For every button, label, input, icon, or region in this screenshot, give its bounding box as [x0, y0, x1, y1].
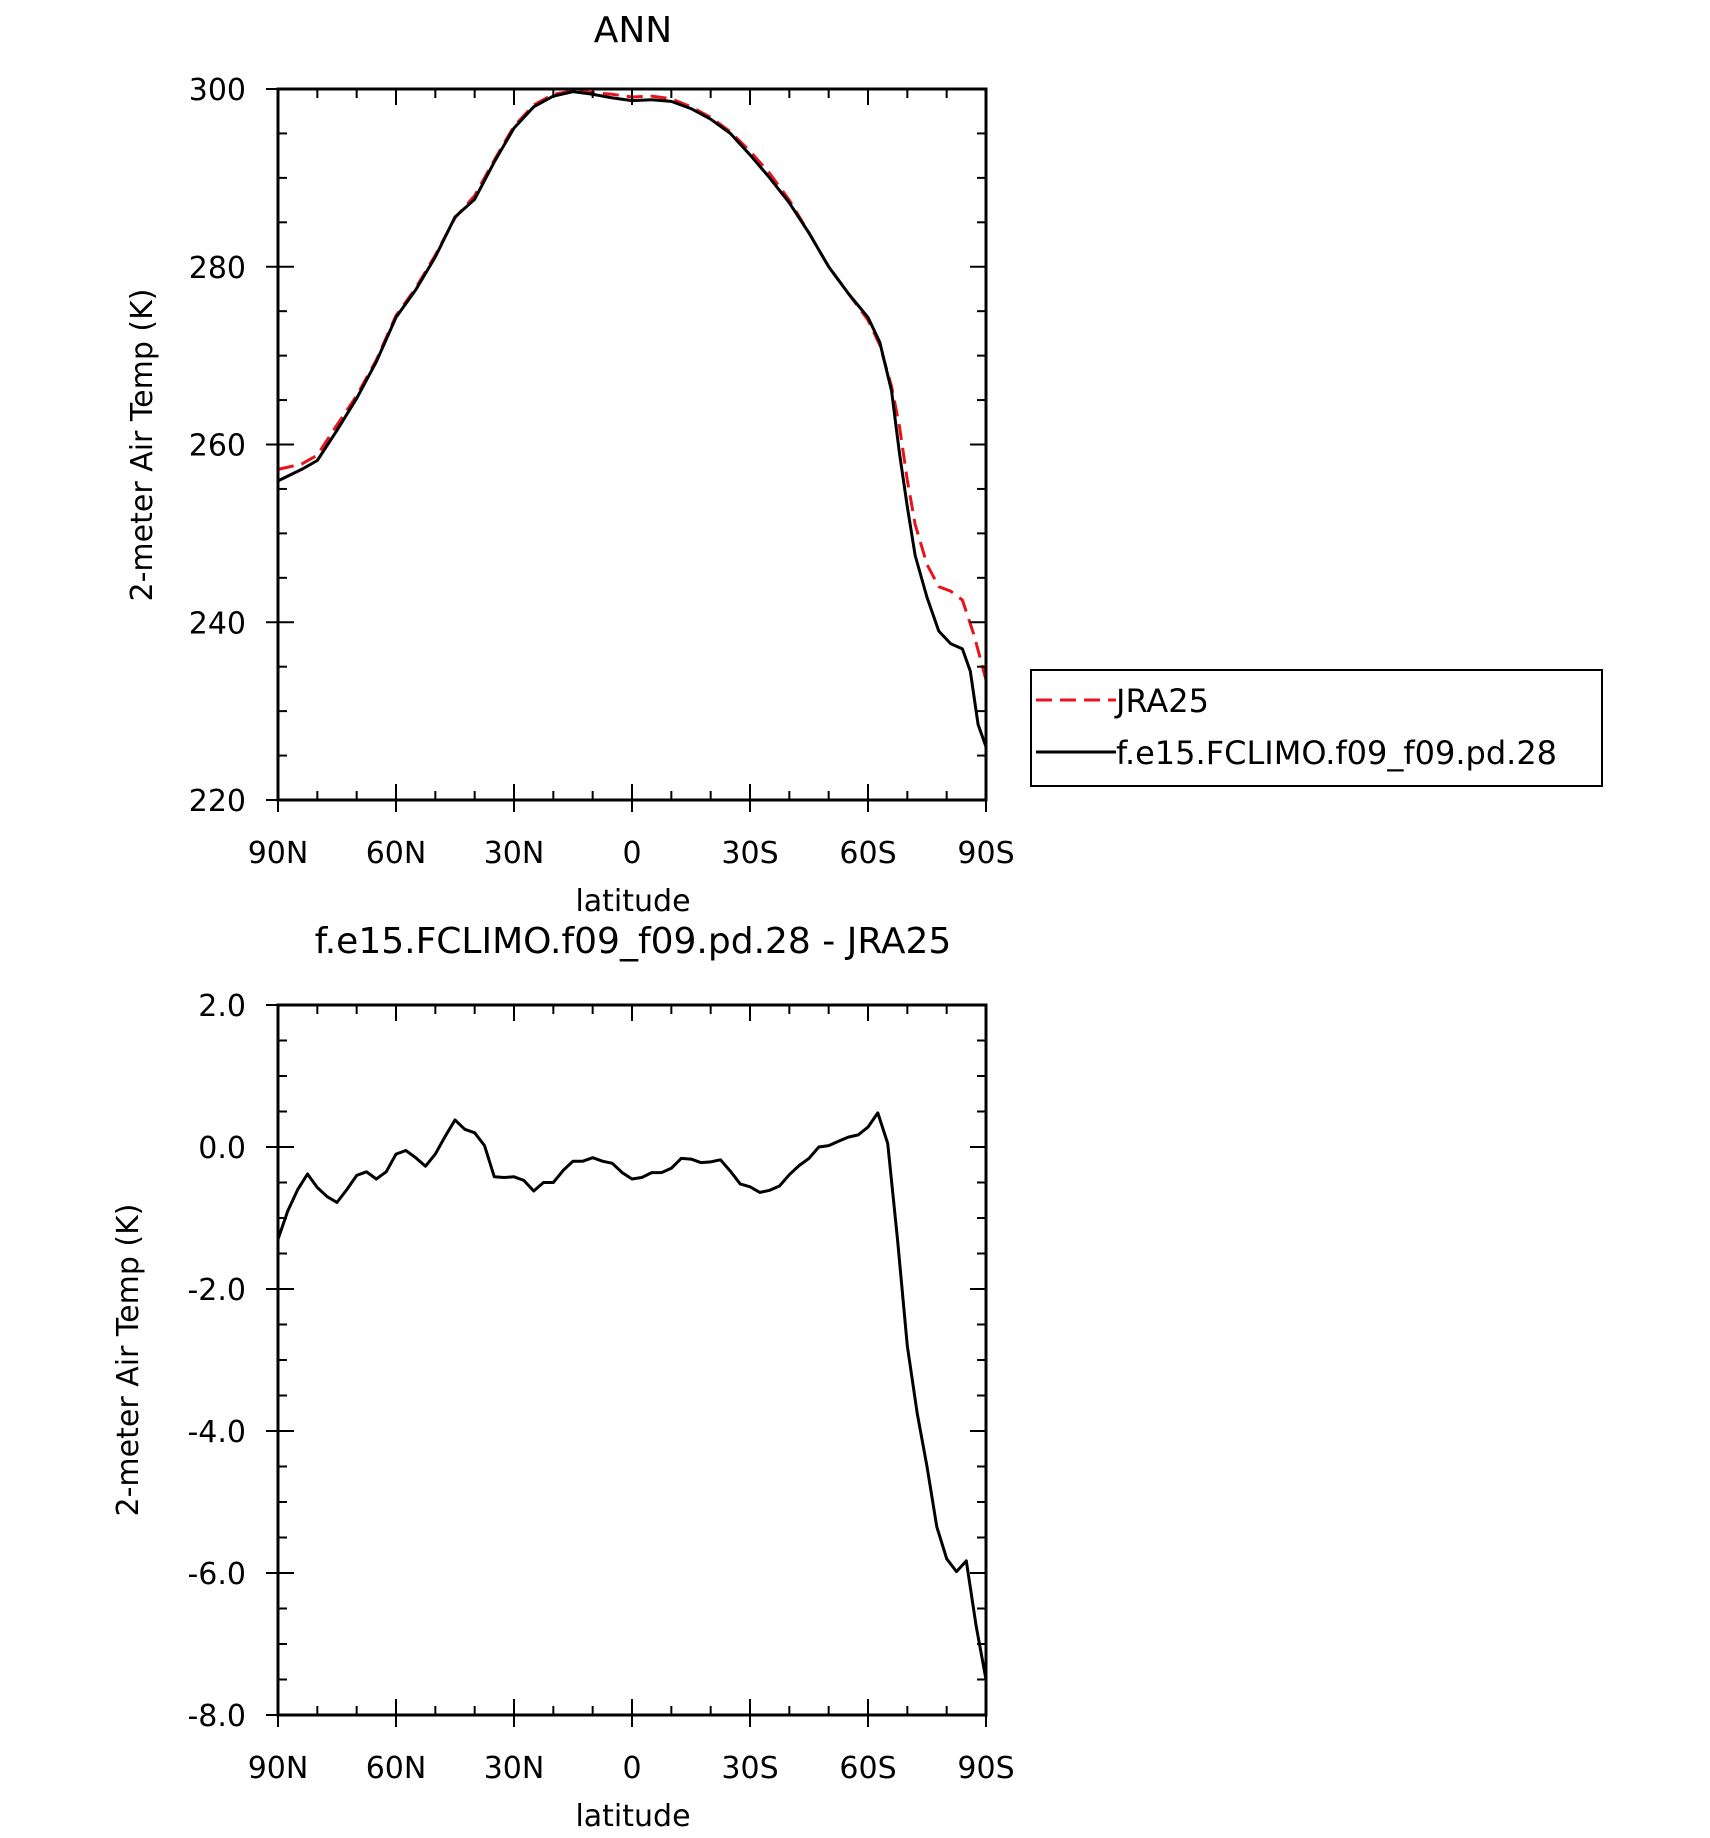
series-group	[276, 1111, 988, 1680]
x-tick-label-60s: 60S	[839, 836, 896, 871]
series-group	[277, 89, 988, 748]
chart-title: f.e15.FCLIMO.f09_f09.pd.28 - JRA25	[315, 921, 952, 962]
y-tick-label-6-0: -6.0	[187, 1557, 246, 1592]
y-tick-labels: 220 240 260 280 300	[189, 73, 246, 819]
y-tick-label-280: 280	[189, 251, 246, 286]
x-tick-label-30n: 30N	[484, 1751, 545, 1786]
x-tick-label-30s: 30S	[721, 836, 778, 871]
x-tick-label-60s: 60S	[839, 1751, 896, 1786]
y-tick-label-2-0: 2.0	[198, 989, 246, 1024]
plot-frame	[276, 87, 988, 802]
y-tick-label-300: 300	[189, 73, 246, 108]
temperature-chart: ANN 90N 60N 30N 0 30S 60S 90S 220240260280300 …	[125, 10, 1603, 919]
legend: JRA25 f.e15.FCLIMO.f09_f09.pd.28	[1030, 669, 1603, 787]
legend-label-model: f.e15.FCLIMO.f09_f09.pd.28	[1116, 734, 1557, 772]
difference-chart: f.e15.FCLIMO.f09_f09.pd.28 - JRA25 90N 60…	[111, 921, 1015, 1834]
y-tick-label-2-0: -2.0	[187, 1273, 246, 1308]
x-tick-label-90n: 90N	[248, 836, 309, 871]
x-tick-label-0: 0	[622, 1751, 641, 1786]
y-tick-label-0-0: 0.0	[198, 1131, 246, 1166]
y-tick-labels: 2.0 0.0 -2.0 -4.0 -6.0 -8.0	[187, 989, 246, 1734]
x-tick-label-30s: 30S	[721, 1751, 778, 1786]
x-axis-title: latitude	[575, 1799, 690, 1833]
series-line-jra25	[277, 89, 988, 681]
x-tick-labels: 90N 60N 30N 0 30S 60S 90S	[248, 836, 1015, 871]
legend-label-jra25: JRA25	[1114, 682, 1209, 720]
x-axis-title: latitude	[575, 884, 690, 919]
tick-marks	[266, 1004, 987, 1727]
x-tick-label-0: 0	[622, 836, 641, 871]
series-line-0	[276, 1111, 988, 1680]
x-tick-label-90n: 90N	[248, 1751, 309, 1786]
legend-box	[1030, 669, 1603, 787]
y-axis-title: 2-meter Air Temp (K)	[125, 289, 160, 602]
y-tick-label-4-0: -4.0	[187, 1415, 246, 1450]
tick-marks	[266, 88, 987, 812]
x-tick-label-90s: 90S	[957, 1751, 1014, 1786]
y-tick-label-260: 260	[189, 429, 246, 464]
y-tick-label-8-0: -8.0	[187, 1699, 246, 1734]
plot-frame	[276, 1003, 988, 1717]
x-tick-label-60n: 60N	[366, 1751, 427, 1786]
y-tick-label-220: 220	[189, 784, 246, 819]
series-line-f-e15-fclimo-f09-f09-pd-28	[277, 90, 988, 748]
y-tick-label-240: 240	[189, 606, 246, 641]
x-tick-label-60n: 60N	[366, 836, 427, 871]
x-tick-labels: 90N 60N 30N 0 30S 60S 90S	[248, 1751, 1015, 1786]
chart-title: ANN	[594, 10, 673, 51]
y-axis-title: 2-meter Air Temp (K)	[111, 1204, 146, 1517]
x-tick-label-90s: 90S	[957, 836, 1014, 871]
x-tick-label-30n: 30N	[484, 836, 545, 871]
